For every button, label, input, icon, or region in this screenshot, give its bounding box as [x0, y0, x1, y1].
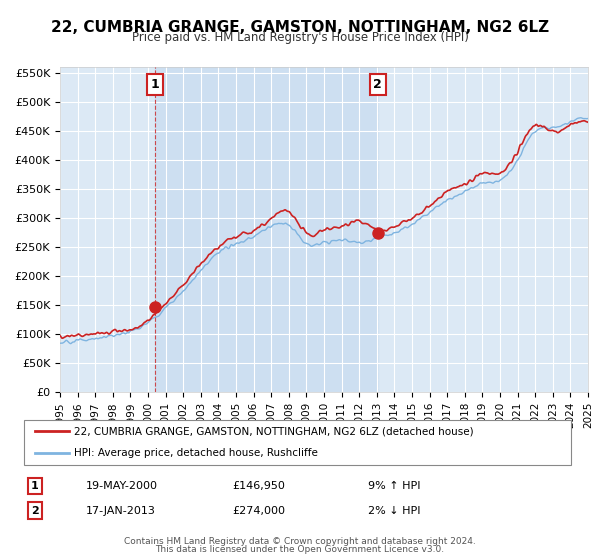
Text: 1: 1: [151, 78, 159, 91]
Text: This data is licensed under the Open Government Licence v3.0.: This data is licensed under the Open Gov…: [155, 545, 445, 554]
Text: 22, CUMBRIA GRANGE, GAMSTON, NOTTINGHAM, NG2 6LZ: 22, CUMBRIA GRANGE, GAMSTON, NOTTINGHAM,…: [51, 20, 549, 35]
Bar: [155, 67, 377, 392]
Text: £146,950: £146,950: [232, 481, 285, 491]
Text: 2: 2: [31, 506, 39, 516]
Text: Contains HM Land Registry data © Crown copyright and database right 2024.: Contains HM Land Registry data © Crown c…: [124, 537, 476, 546]
Text: £274,000: £274,000: [232, 506, 286, 516]
Bar: [377, 67, 588, 392]
Text: 22, CUMBRIA GRANGE, GAMSTON, NOTTINGHAM, NG2 6LZ (detached house): 22, CUMBRIA GRANGE, GAMSTON, NOTTINGHAM,…: [74, 426, 474, 436]
Text: 9% ↑ HPI: 9% ↑ HPI: [368, 481, 420, 491]
Text: 17-JAN-2013: 17-JAN-2013: [86, 506, 155, 516]
Text: HPI: Average price, detached house, Rushcliffe: HPI: Average price, detached house, Rush…: [74, 449, 318, 459]
Text: 2: 2: [373, 78, 382, 91]
Text: 1: 1: [31, 481, 39, 491]
Text: 2% ↓ HPI: 2% ↓ HPI: [368, 506, 420, 516]
FancyBboxPatch shape: [23, 420, 571, 465]
Text: 19-MAY-2000: 19-MAY-2000: [86, 481, 158, 491]
Text: Price paid vs. HM Land Registry's House Price Index (HPI): Price paid vs. HM Land Registry's House …: [131, 31, 469, 44]
